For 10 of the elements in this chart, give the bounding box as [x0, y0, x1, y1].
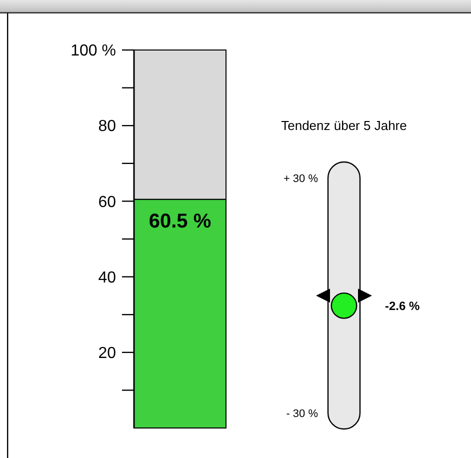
y-tick-label: 80 [98, 118, 116, 136]
data-label: -2.6 % [385, 298, 420, 313]
y-tick-label: 60 [98, 194, 116, 211]
y-tick-label: 100 % [70, 42, 116, 60]
text: Tendenz über 5 Jahre [281, 118, 407, 133]
y-tick-label: 40 [98, 269, 116, 286]
text: - 30 % [286, 408, 318, 420]
text: + 30 % [283, 172, 318, 185]
y-tick-label: 20 [98, 345, 116, 362]
data-label: 60.5 % [148, 210, 212, 232]
